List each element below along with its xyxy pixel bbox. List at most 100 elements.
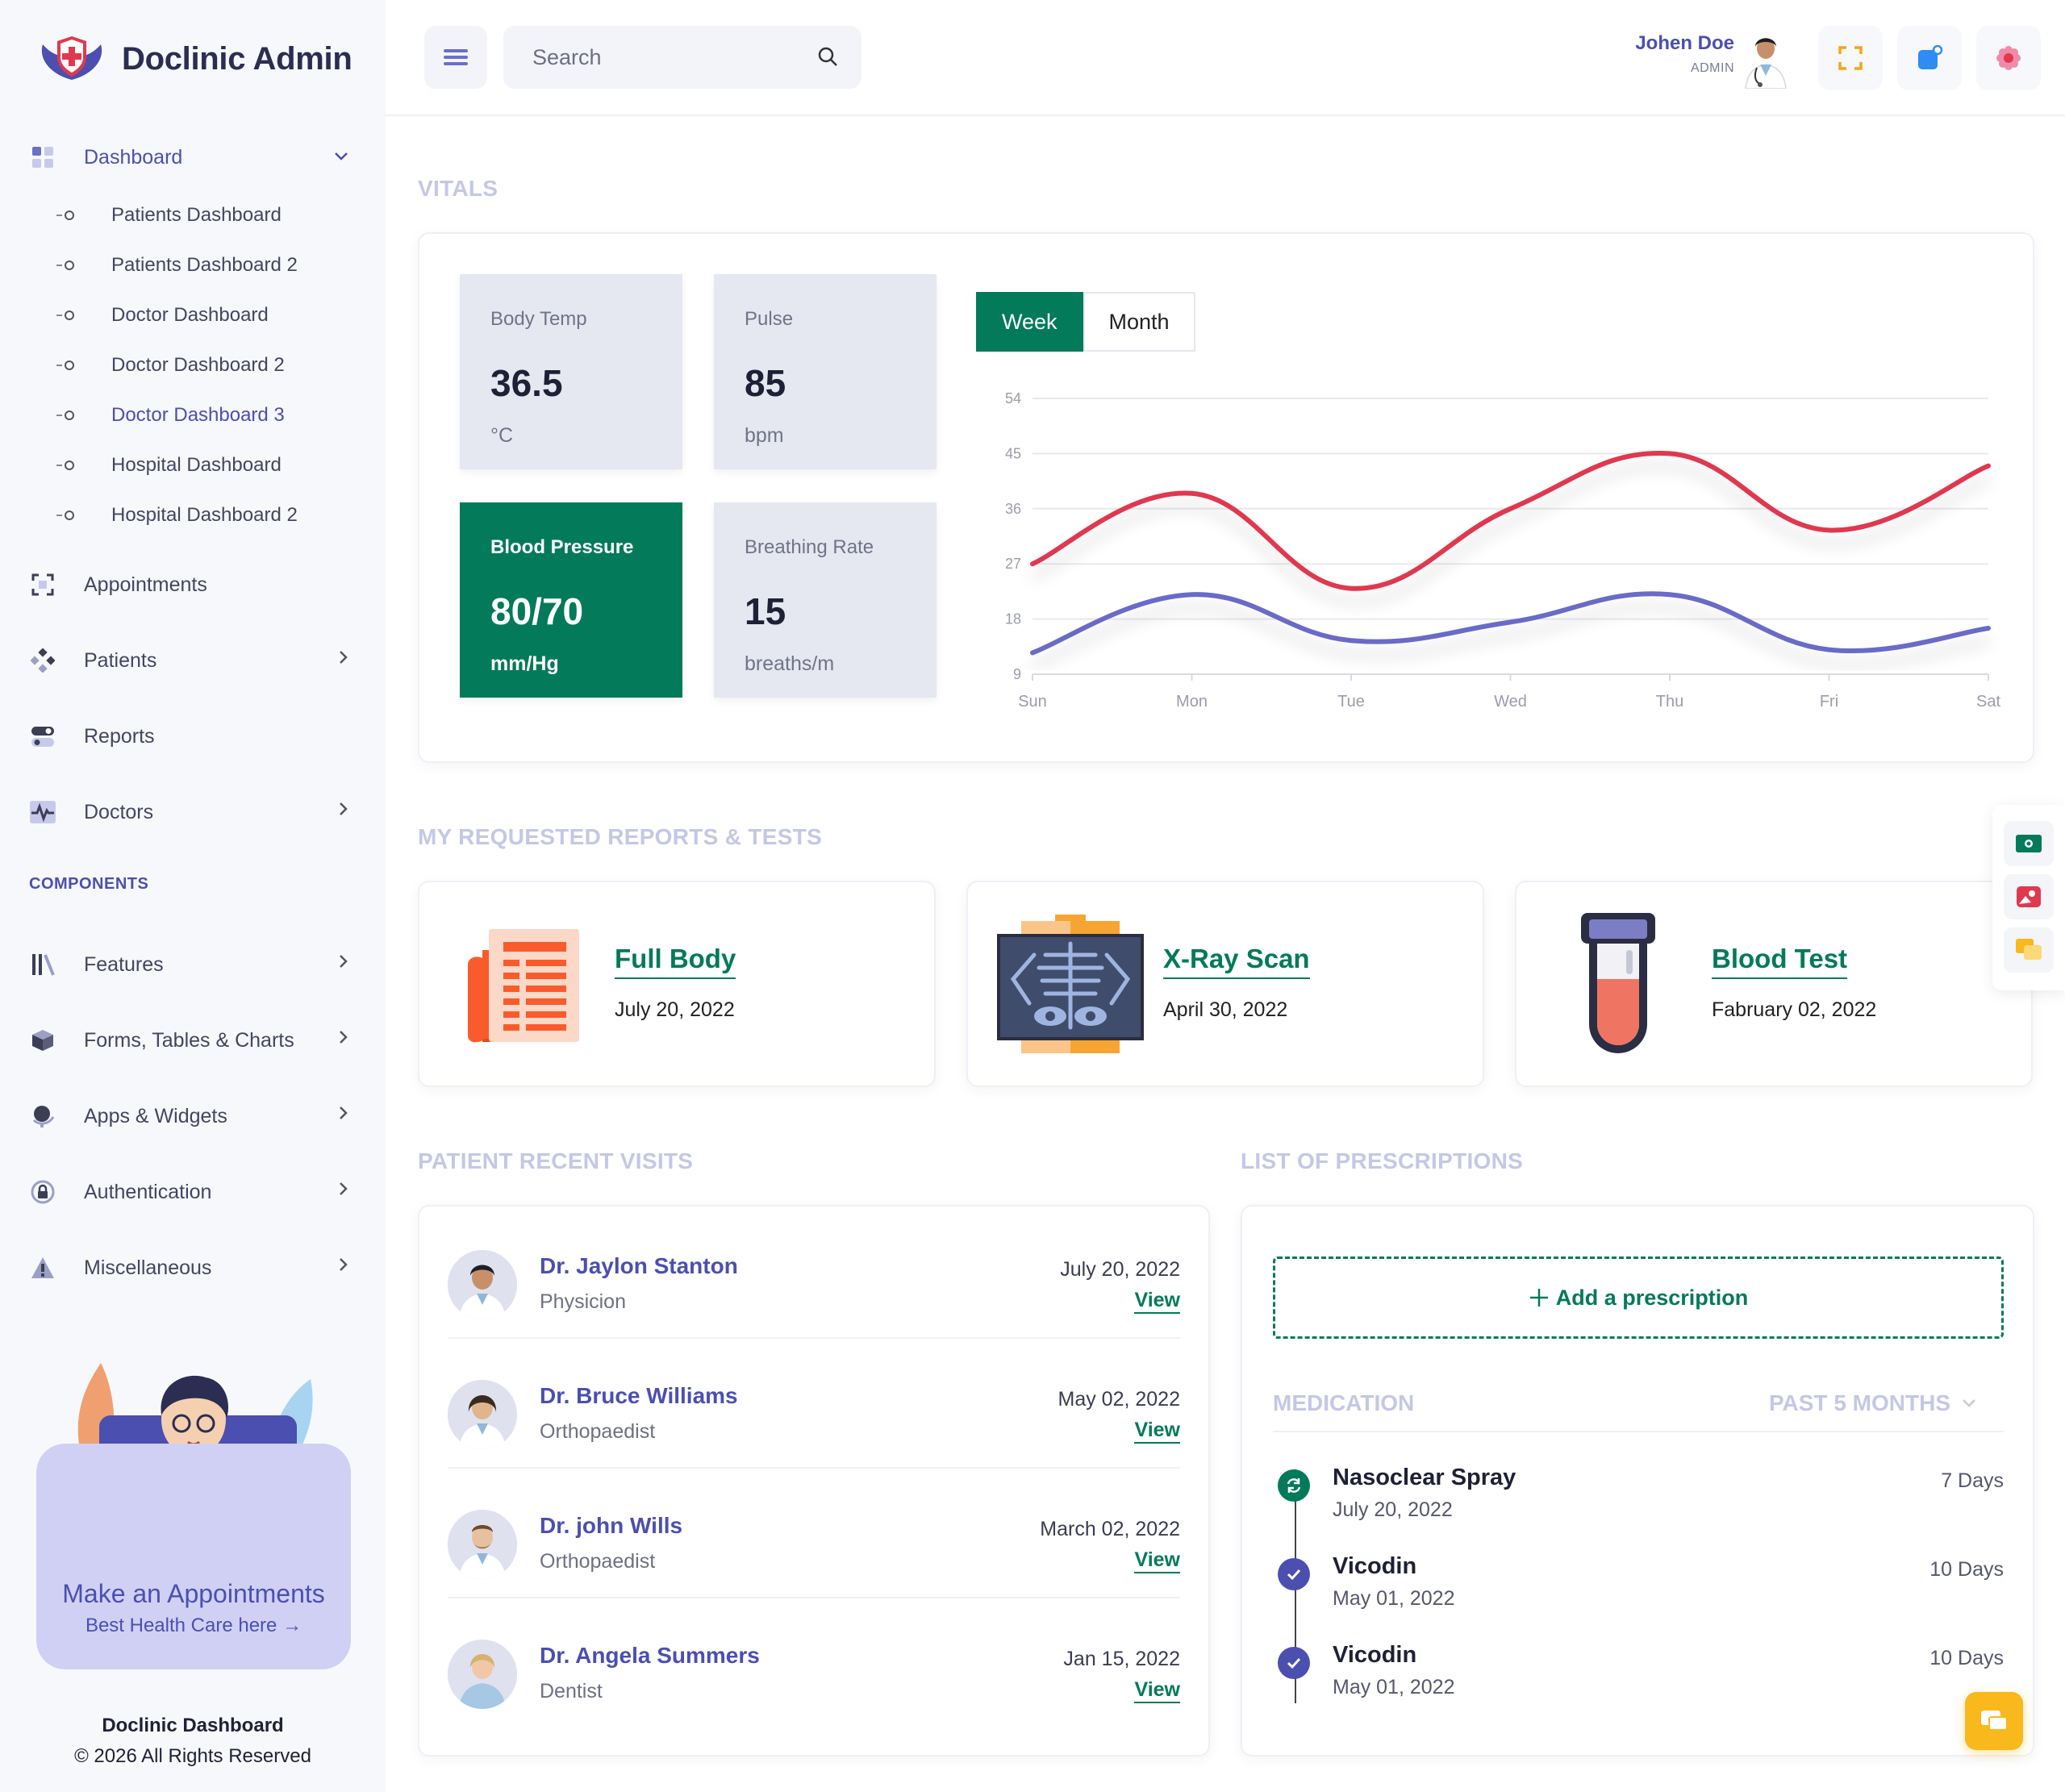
refresh-icon — [1278, 1469, 1310, 1502]
sidebar-item-label: Appointments — [84, 573, 207, 596]
sidebar-subitem[interactable]: Hospital Dashboard — [56, 447, 282, 484]
doctor-avatar — [448, 1250, 517, 1319]
fullscreen-button[interactable] — [1818, 26, 1883, 90]
sidebar-item-patients[interactable]: Patients — [29, 637, 358, 684]
promo-card[interactable]: Make an Appointments Best Health Care he… — [36, 1444, 351, 1669]
sidebar-item-authentication[interactable]: Authentication — [29, 1169, 358, 1215]
sidebar-item-label: Miscellaneous — [84, 1256, 212, 1279]
vital-value: 15 — [745, 590, 786, 632]
tab-week[interactable]: Week — [976, 292, 1083, 352]
sidebar-subitem[interactable]: Patients Dashboard 2 — [56, 247, 298, 284]
medication-item[interactable]: Vicodin May 01, 2022 10 Days — [1273, 1637, 2004, 1718]
sidebar-item-dashboard[interactable]: Dashboard — [29, 134, 358, 181]
doctor-name: Dr. Bruce Williams — [540, 1383, 738, 1408]
gallery-button[interactable] — [2004, 874, 2054, 919]
report-date: April 30, 2022 — [1163, 998, 1288, 1021]
sidebar-item-miscellaneous[interactable]: Miscellaneous — [29, 1244, 358, 1291]
divider — [1273, 1431, 2004, 1432]
vital-unit: bpm — [745, 424, 784, 447]
messages-button[interactable] — [2004, 927, 2054, 973]
sidebar-item-label: Authentication — [84, 1180, 212, 1203]
visit-row[interactable]: Dr. Angela Summers Dentist Jan 15, 2022 … — [448, 1599, 1180, 1728]
report-card-blood-test[interactable]: Blood Test Fabruary 02, 2022 — [1515, 881, 2033, 1087]
search-box — [503, 26, 861, 89]
report-title[interactable]: X-Ray Scan — [1163, 944, 1310, 979]
tab-month[interactable]: Month — [1083, 292, 1195, 352]
bullet-icon — [56, 360, 74, 370]
avatar[interactable] — [1738, 27, 1794, 89]
sidebar-item-appointments[interactable]: Appointments — [29, 561, 358, 608]
sidebar-item-apps[interactable]: Apps & Widgets — [29, 1093, 358, 1140]
report-card-xray[interactable]: X-Ray Scan April 30, 2022 — [966, 881, 1484, 1087]
series-line-0 — [1030, 450, 1991, 591]
payments-button[interactable] — [2004, 821, 2054, 866]
sidebar-subitem[interactable]: Doctor Dashboard — [56, 297, 269, 334]
medication-item[interactable]: Nasoclear Spray July 20, 2022 7 Days — [1273, 1460, 2004, 1540]
notifications-button[interactable] — [1897, 26, 1962, 90]
medication-label: MEDICATION — [1273, 1390, 1415, 1415]
vital-label: Pulse — [745, 308, 794, 330]
vitals-section-title: VITALS — [418, 176, 499, 201]
doctor-avatar — [448, 1510, 517, 1579]
vital-unit: breaths/m — [745, 652, 835, 675]
chevron-down-icon — [1963, 1399, 1975, 1407]
search-input[interactable] — [503, 26, 810, 89]
visits-section-title: PATIENT RECENT VISITS — [418, 1148, 694, 1173]
x-tick-label: Mon — [1176, 693, 1208, 711]
doctor-avatar — [448, 1640, 517, 1709]
image-icon — [2017, 886, 2041, 907]
vital-value: 36.5 — [490, 362, 563, 404]
period-dropdown[interactable]: PAST 5 MONTHS — [1769, 1390, 1976, 1416]
sidebar-item-reports[interactable]: Reports — [29, 713, 358, 760]
check-icon — [1278, 1558, 1310, 1590]
footer-copyright: © 2026 All Rights Reserved — [74, 1745, 311, 1767]
chat-button[interactable] — [1965, 1692, 2023, 1750]
report-title[interactable]: Blood Test — [1712, 944, 1848, 979]
sidebar-item-features[interactable]: Features — [29, 941, 358, 988]
chart-grid — [1032, 398, 1989, 681]
report-date: Fabruary 02, 2022 — [1712, 998, 1877, 1021]
vital-label: Breathing Rate — [745, 536, 874, 558]
sidebar-subitem[interactable]: Hospital Dashboard 2 — [56, 497, 298, 534]
sidebar: Doclinic Admin Dashboard Patients Dashbo… — [0, 0, 386, 1792]
search-icon[interactable] — [816, 45, 839, 72]
view-link[interactable]: View — [1134, 1289, 1180, 1314]
view-link[interactable]: View — [1134, 1678, 1180, 1703]
report-document-icon — [468, 929, 579, 1043]
promo-link[interactable]: Best Health Care here → — [85, 1615, 302, 1636]
visit-row[interactable]: Dr. Jaylon Stanton Physicion July 20, 20… — [448, 1210, 1180, 1339]
doctor-specialty: Orthopaedist — [540, 1420, 656, 1443]
patients-icon — [29, 647, 56, 674]
report-card-full-body[interactable]: Full Body July 20, 2022 — [418, 881, 936, 1087]
sidebar-item-doctors[interactable]: Doctors — [29, 789, 358, 836]
medication-duration: 7 Days — [1941, 1469, 2004, 1492]
chart-labels: 9 18 27 36 45 54 Sun Mon Tue Wed Thu Fri Sat — [1005, 390, 2000, 711]
view-link[interactable]: View — [1134, 1419, 1180, 1444]
vital-value: 85 — [745, 362, 786, 404]
sidebar-subitem-active[interactable]: Doctor Dashboard 3 — [56, 397, 285, 434]
sidebar-item-forms[interactable]: Forms, Tables & Charts — [29, 1017, 358, 1064]
medication-item[interactable]: Vicodin May 01, 2022 10 Days — [1273, 1548, 2004, 1629]
brand[interactable]: Doclinic Admin — [36, 36, 353, 81]
subitem-label: Doctor Dashboard — [111, 304, 269, 326]
view-link[interactable]: View — [1134, 1548, 1180, 1573]
report-title[interactable]: Full Body — [615, 944, 736, 979]
prescriptions-section-title: LIST OF PRESCRIPTIONS — [1241, 1148, 1524, 1173]
y-tick-label: 18 — [1005, 611, 1021, 627]
add-prescription-button[interactable]: Add a prescription — [1273, 1256, 2004, 1339]
medication-date: May 01, 2022 — [1333, 1676, 1455, 1698]
sidebar-subitem[interactable]: Doctor Dashboard 2 — [56, 347, 285, 384]
settings-button[interactable] — [1976, 26, 2041, 90]
hamburger-icon — [444, 49, 468, 65]
chevron-right-icon — [339, 800, 348, 821]
chart-series — [1030, 450, 1991, 656]
vital-card-blood-pressure: Blood Pressure 80/70 mm/Hg — [460, 502, 682, 698]
subitem-label: Doctor Dashboard 2 — [111, 354, 285, 376]
user-info[interactable]: Johen Doe ADMIN — [1635, 32, 1734, 76]
components-label: COMPONENTS — [29, 875, 149, 893]
visit-row[interactable]: Dr. Bruce Williams Orthopaedist May 02, … — [448, 1340, 1180, 1469]
menu-toggle-button[interactable] — [424, 26, 487, 89]
sidebar-subitem[interactable]: Patients Dashboard — [56, 197, 282, 234]
visit-row[interactable]: Dr. john Wills Orthopaedist March 02, 20… — [448, 1469, 1180, 1598]
subitem-label: Hospital Dashboard — [111, 454, 282, 476]
